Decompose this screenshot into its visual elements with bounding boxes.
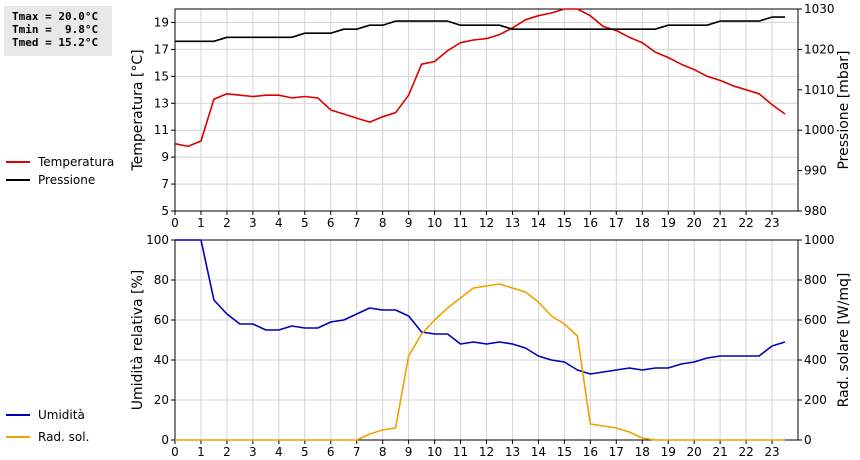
temp-pressure-x-tick-label: 10 (427, 216, 442, 230)
humidity-radiation-y-tick-label: 60 (154, 313, 169, 327)
humidity-radiation-y-tick-label: 20 (154, 393, 169, 407)
humidity-radiation-y2-tick-label: 600 (804, 313, 827, 327)
temp-pressure-x-tick-label: 19 (661, 216, 676, 230)
humidity-radiation-x-tick-label: 21 (712, 445, 727, 459)
humidity-radiation-y2-tick-label: 400 (804, 353, 827, 367)
temp-pressure-y2-axis-label: Pressione [mbar] (836, 50, 852, 169)
temp-pressure-x-tick-label: 2 (223, 216, 231, 230)
temp-pressure-y-tick-label: 7 (161, 177, 169, 191)
humidity-radiation-x-tick-label: 0 (171, 445, 179, 459)
temp-pressure-x-tick-label: 4 (275, 216, 283, 230)
humidity-radiation-x-tick-label: 4 (275, 445, 283, 459)
temp-pressure-y-tick-label: 19 (154, 15, 169, 29)
humidity-radiation-y2-tick-label: 0 (804, 433, 812, 447)
temp-pressure-y2-tick-label: 1030 (804, 2, 835, 16)
humidity-radiation-x-tick-label: 18 (635, 445, 650, 459)
humidity-radiation-y2-tick-label: 200 (804, 393, 827, 407)
temp-pressure-x-tick-label: 1 (197, 216, 205, 230)
temp-pressure-y-tick-label: 15 (154, 69, 169, 83)
temp-pressure-x-tick-label: 17 (609, 216, 624, 230)
humidity-radiation-x-tick-label: 8 (379, 445, 387, 459)
humidity-radiation-x-tick-label: 10 (427, 445, 442, 459)
humidity-radiation-y2-tick-label: 1000 (804, 233, 835, 247)
humidity-radiation-x-tick-label: 22 (738, 445, 753, 459)
temp-pressure-y-tick-label: 9 (161, 150, 169, 164)
humidity-radiation-x-tick-label: 1 (197, 445, 205, 459)
temp-pressure-x-tick-label: 7 (353, 216, 361, 230)
legend-label-temperatura: Temperatura (37, 155, 114, 169)
temp-pressure-x-tick-label: 5 (301, 216, 309, 230)
humidity-radiation-x-tick-label: 7 (353, 445, 361, 459)
tmed-stat: Tmed = 15.2°C (12, 36, 99, 49)
humidity-radiation-y-tick-label: 100 (146, 233, 169, 247)
humidity-radiation-x-tick-label: 20 (687, 445, 702, 459)
humidity-radiation-x-tick-label: 11 (453, 445, 468, 459)
series-line-rad-sol (175, 283, 785, 441)
temp-pressure-x-tick-label: 23 (764, 216, 779, 230)
temp-pressure-y-tick-label: 5 (161, 204, 169, 218)
humidity-radiation-x-tick-label: 5 (301, 445, 309, 459)
humidity-radiation-y2-axis-label: Rad. solare [W/mq] (836, 273, 852, 408)
temp-pressure-x-tick-label: 8 (379, 216, 387, 230)
humidity-radiation-x-tick-label: 6 (327, 445, 335, 459)
temp-pressure-x-tick-label: 11 (453, 216, 468, 230)
temp-pressure-x-tick-label: 13 (505, 216, 520, 230)
temp-pressure-y2-tick-label: 1020 (804, 42, 835, 56)
temp-pressure-y2-tick-label: 1000 (804, 123, 835, 137)
humidity-radiation-x-tick-label: 17 (609, 445, 624, 459)
temp-pressure-x-tick-label: 9 (405, 216, 413, 230)
temp-pressure-x-tick-label: 6 (327, 216, 335, 230)
statistics-box: Tmax = 20.0°C Tmin = 9.8°C Tmed = 15.2°C (4, 6, 112, 56)
humidity-radiation-x-tick-label: 2 (223, 445, 231, 459)
series-line-umidit (175, 239, 786, 375)
series-line-temperatura (174, 8, 786, 148)
temp-pressure-x-tick-label: 12 (479, 216, 494, 230)
temp-pressure-y-tick-label: 13 (154, 96, 169, 110)
humidity-radiation-x-tick-label: 3 (249, 445, 257, 459)
tmin-stat: Tmin = 9.8°C (12, 23, 99, 36)
temp-pressure-y-axis-label: Temperatura [°C] (130, 49, 146, 171)
humidity-radiation-x-tick-label: 13 (505, 445, 520, 459)
temp-pressure-x-tick-label: 14 (531, 216, 546, 230)
humidity-radiation-y-tick-label: 40 (154, 353, 169, 367)
temp-pressure-y2-tick-label: 1010 (804, 83, 835, 97)
humidity-radiation-x-tick-label: 9 (405, 445, 413, 459)
temp-pressure-x-tick-label: 16 (583, 216, 598, 230)
humidity-radiation-y-tick-label: 80 (154, 273, 169, 287)
temp-pressure-x-tick-label: 18 (635, 216, 650, 230)
temp-pressure-x-tick-label: 22 (738, 216, 753, 230)
humidity-radiation-x-tick-label: 19 (661, 445, 676, 459)
humidity-radiation-x-tick-label: 15 (557, 445, 572, 459)
legend-label-umidit: Umidità (38, 408, 85, 422)
temp-pressure-x-tick-label: 20 (687, 216, 702, 230)
temp-pressure-y-tick-label: 17 (154, 42, 169, 56)
temp-pressure-x-tick-label: 21 (712, 216, 727, 230)
humidity-radiation-x-tick-label: 23 (764, 445, 779, 459)
temp-pressure-x-tick-label: 3 (249, 216, 257, 230)
humidity-radiation-x-tick-label: 12 (479, 445, 494, 459)
humidity-radiation-y2-tick-label: 800 (804, 273, 827, 287)
temp-pressure-y-tick-label: 11 (154, 123, 169, 137)
temp-pressure-x-tick-label: 0 (171, 216, 179, 230)
tmax-stat: Tmax = 20.0°C (12, 10, 99, 23)
temp-pressure-x-tick-label: 15 (557, 216, 572, 230)
humidity-radiation-x-tick-label: 16 (583, 445, 598, 459)
temp-pressure-y2-tick-label: 980 (804, 204, 827, 218)
legend-label-pressione: Pressione (38, 173, 95, 187)
humidity-radiation-y-tick-label: 0 (161, 433, 169, 447)
humidity-radiation-x-tick-label: 14 (531, 445, 546, 459)
humidity-radiation-y-axis-label: Umidità relativa [%] (130, 270, 146, 411)
series-line-pressione (175, 16, 785, 43)
temp-pressure-y2-tick-label: 990 (804, 164, 827, 178)
legend-label-rad-sol: Rad. sol. (38, 430, 89, 444)
